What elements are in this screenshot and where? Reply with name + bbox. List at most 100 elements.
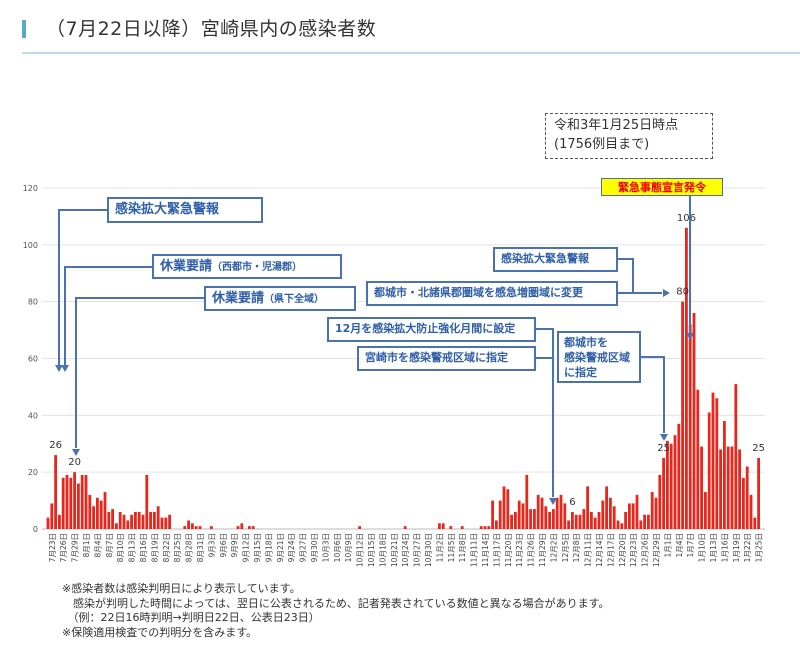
bar [115, 523, 118, 529]
data-label: 20 [68, 457, 81, 468]
bar [187, 520, 190, 529]
connector-line [641, 356, 665, 433]
x-tick-label: 8月13日 [128, 533, 137, 562]
bar [111, 509, 114, 529]
bar [548, 511, 551, 529]
bar [84, 475, 88, 529]
x-tick-label: 1月1日 [663, 533, 672, 558]
annotation-closure-request-saito: 休業要請（西都市・児湯郡） [152, 254, 342, 279]
x-tick-label: 8月7日 [105, 533, 114, 558]
bar [65, 475, 69, 529]
bar [118, 511, 122, 529]
bar [753, 517, 757, 529]
x-tick-label: 8月4日 [93, 533, 102, 558]
annotation-miyakonojo-alert-zone: 都城市を 感染警戒区域 に指定 [557, 331, 641, 383]
bar [46, 517, 50, 529]
bar [54, 455, 57, 529]
x-tick-label: 1月22日 [743, 533, 752, 562]
bar [559, 494, 563, 529]
arrow-icon [55, 365, 63, 372]
y-tick-label: 80 [28, 298, 38, 307]
x-tick-label: 9月21日 [276, 533, 285, 562]
annotation-emergency-alert-2: 感染拡大緊急警報 [493, 247, 618, 272]
x-tick-label: 12月29日 [652, 533, 661, 567]
arrow-icon [660, 434, 668, 441]
y-tick-label: 60 [28, 355, 38, 364]
x-tick-label: 10月3日 [321, 533, 330, 562]
footnote: 感染が判明した時間によっては、翌日に公表されるため、記者発表されている数値と異な… [62, 596, 610, 610]
x-tick-label: 9月6日 [219, 533, 228, 558]
x-tick-label: 10月27日 [413, 533, 422, 567]
x-tick-label: 11月29日 [538, 533, 547, 567]
bar [552, 509, 555, 529]
bar [605, 486, 608, 529]
annotation-sub: （県下全域） [264, 294, 325, 305]
arrow-icon [72, 449, 80, 456]
bar [597, 511, 601, 529]
bar [544, 506, 548, 529]
bar [156, 506, 160, 529]
y-tick-label: 120 [23, 184, 38, 193]
x-tick-label: 12月11日 [584, 533, 593, 567]
bar [126, 520, 130, 529]
x-tick-label: 10月21日 [390, 533, 399, 567]
bar [567, 520, 570, 529]
x-tick-label: 9月15日 [253, 533, 262, 562]
bar [654, 497, 658, 529]
x-tick-label: 1月19日 [732, 533, 741, 562]
bar [723, 421, 726, 529]
bar [624, 511, 627, 529]
bar [130, 514, 133, 529]
bar [92, 506, 95, 529]
x-tick-label: 10月15日 [367, 533, 376, 567]
bar [673, 435, 677, 529]
y-tick-label: 0 [33, 525, 38, 534]
x-tick-label: 11月14日 [481, 533, 490, 567]
connector-line [75, 297, 204, 448]
x-tick-label: 11月20日 [504, 533, 513, 567]
bar [479, 526, 483, 529]
footnotes: ※感染者数は感染判明日により表示しています。 感染が判明した時間によっては、翌日… [62, 582, 609, 640]
connector-line [64, 266, 152, 365]
x-tick-label: 12月2日 [549, 533, 558, 562]
bar [438, 523, 441, 529]
bar [99, 500, 103, 529]
bar [658, 475, 662, 529]
bar [582, 509, 586, 529]
x-tick-label: 1月10日 [698, 533, 707, 562]
data-label: 6 [569, 497, 575, 508]
bar [696, 389, 700, 529]
as-of-count: (1756例目まで) [554, 137, 650, 152]
x-tick-label: 10月9日 [344, 533, 353, 562]
bar [601, 500, 605, 529]
x-tick-label: 11月8日 [458, 533, 467, 562]
bar [236, 526, 240, 529]
bar [137, 511, 141, 529]
x-tick-label: 8月10日 [116, 533, 125, 562]
x-tick-label: 7月23日 [48, 533, 57, 562]
x-tick-label: 1月16日 [720, 533, 729, 562]
bar [749, 494, 753, 529]
bar [715, 398, 719, 529]
data-label: 26 [49, 440, 62, 451]
bar [495, 520, 498, 529]
bar [517, 500, 521, 529]
bar [677, 423, 681, 529]
arrow-icon [549, 498, 557, 505]
bar [692, 313, 696, 529]
bar [77, 483, 80, 529]
arrow-icon [61, 365, 69, 372]
bar [757, 457, 760, 529]
connector-line [618, 258, 634, 293]
x-tick-label: 8月28日 [185, 533, 194, 562]
footnote: （例：22日16時判明→判明日22日、公表日23日） [62, 611, 320, 624]
x-tick-label: 9月3日 [207, 533, 216, 558]
bar [107, 511, 111, 529]
x-tick-label: 1月25日 [755, 533, 764, 562]
bar [191, 523, 194, 529]
bar [449, 526, 453, 529]
bar [248, 526, 251, 529]
y-tick-label: 100 [23, 241, 38, 250]
bar [631, 503, 635, 529]
